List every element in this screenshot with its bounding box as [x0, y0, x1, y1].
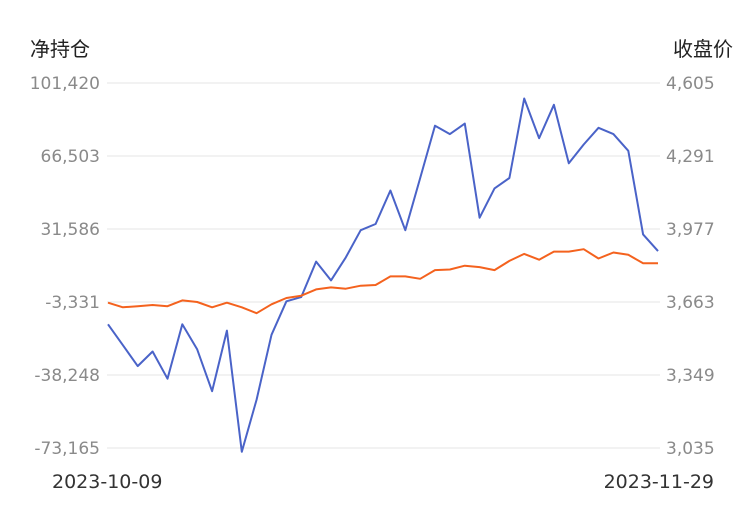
right-tick-label: 3,663 [666, 293, 715, 313]
close-price-line [107, 248, 658, 315]
right-axis-ticks: 4,605 4,291 3,977 3,663 3,349 3,035 [666, 74, 715, 459]
right-tick-label: 4,291 [666, 147, 715, 167]
left-tick-label: 31,586 [41, 220, 100, 240]
right-tick-label: 4,605 [666, 74, 715, 94]
right-tick-label: 3,977 [666, 220, 715, 240]
right-tick-label: 3,035 [666, 439, 715, 459]
right-axis-title: 收盘价 [673, 37, 733, 61]
left-tick-label: 101,420 [30, 74, 100, 94]
left-tick-label: 66,503 [41, 147, 100, 167]
series-layer [107, 97, 659, 453]
left-axis-title: 净持仓 [30, 37, 90, 61]
left-tick-label: -73,165 [34, 439, 100, 459]
net-position-line [107, 97, 659, 453]
right-tick-label: 3,349 [666, 366, 715, 386]
left-tick-label: -38,248 [34, 366, 100, 386]
left-tick-label: -3,331 [45, 293, 100, 313]
left-axis-ticks: 101,420 66,503 31,586 -3,331 -38,248 -73… [30, 74, 100, 459]
grid-lines [107, 82, 660, 449]
x-end-date-label: 2023-11-29 [604, 471, 714, 493]
x-start-date-label: 2023-10-09 [52, 471, 162, 493]
